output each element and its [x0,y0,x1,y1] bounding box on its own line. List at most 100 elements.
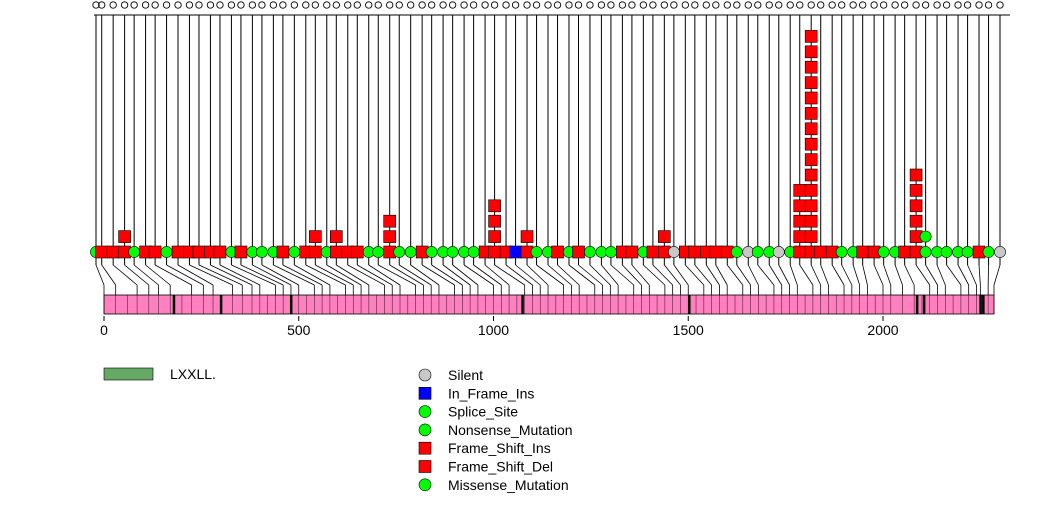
top-label-glyph [407,1,415,9]
track-connector [705,264,720,286]
track-connector [715,264,728,286]
track-connector [873,264,884,286]
top-label-glyph [302,1,310,9]
top-label-glyph [448,1,457,9]
track-connector [261,264,299,286]
mutation-marker-frame_shift_ins [383,214,397,228]
mutation-marker-frame_shift_ins [488,230,501,243]
mutation-marker-frame_shift_ins [909,214,923,228]
mutation-marker-frame_shift_del [551,245,564,259]
top-label-glyph [849,1,857,9]
track-connector [610,264,634,286]
top-label-glyph [258,1,266,9]
domain-mark-lxxll [521,295,524,314]
mutation-marker-missense_mutation [467,246,480,258]
mutation-marker-frame_shift_ins [330,245,343,259]
mutation-marker-frame_shift_ins [488,245,501,259]
top-label-glyph [574,1,583,9]
track-connector [904,264,915,286]
top-label-glyph [733,1,741,9]
top-label-glyph [162,1,171,9]
top-label-glyph [870,1,878,9]
top-label-glyph [418,1,426,9]
mutation-marker-frame_shift_del [234,245,248,259]
track-connector [95,264,105,286]
top-label-glyph [120,1,129,9]
legend-icon-silent [418,368,432,382]
top-label-glyph [921,1,930,9]
x-tick-label: 2000 [867,322,898,338]
domain-mark-lxxll [688,295,691,314]
top-label-glyph [365,1,373,9]
mutation-marker-frame_shift_ins [804,122,818,136]
top-label-glyph [395,1,403,9]
track-connector [273,264,315,286]
x-axis: 0 500 1000 1500 2000 [100,316,899,338]
track-connector [915,264,931,286]
mutation-marker-frame_shift_ins [804,153,818,166]
track-connector [473,264,502,286]
track-connector [831,264,845,286]
track-connector [326,264,362,286]
mutation-marker-silent [667,246,680,258]
track-connector [431,264,463,286]
top-label-glyph [586,1,594,9]
domain-mark-lxxll [979,295,982,314]
mutation-marker-missense_mutation [877,246,890,258]
mutation-marker-frame_shift_del [814,245,828,259]
top-label-glyph [206,1,215,9]
track-connector [198,264,243,286]
mutation-marker-frame_shift_ins [804,91,818,105]
top-label-glyph [628,1,636,9]
top-label-glyph [553,1,562,9]
track-connector [421,264,455,286]
track-connector [747,264,759,286]
x-tick-label: 500 [287,322,311,338]
track-connector [410,264,440,286]
track-connector [768,264,783,286]
track-connector [294,264,331,286]
top-label-glyph [597,1,606,9]
top-label-glyph [290,1,298,9]
top-label-glyph [185,1,194,9]
track-connector [536,264,564,286]
top-label-glyph [439,1,447,9]
mutation-marker-missense_mutation [982,246,995,258]
track-connector [133,264,159,286]
mutation-marker-frame_shift_ins [804,184,818,197]
domain-legend: LXXLL. [103,366,216,382]
track-connector [957,264,970,286]
top-label-glyph [279,1,287,9]
track-connector [664,264,681,286]
track-connector [946,264,962,286]
top-label-glyph [248,1,257,9]
top-label-glyph [460,1,468,9]
top-label-glyph [374,1,382,9]
legend-label-splice_site: Splice_Site [448,404,518,420]
top-label-glyph [649,1,657,9]
top-label-glyph [151,1,159,9]
top-label-glyph [963,1,972,9]
mutation-marker-frame_shift_ins [793,245,807,259]
top-label-glyph [817,1,825,9]
track-connector [210,264,253,286]
domain-mark-lxxll [915,295,919,314]
track-connector [240,264,284,286]
mutation-marker-frame_shift_ins [488,199,501,213]
mutation-marker-frame_shift_del [350,245,364,259]
x-tick-label: 0 [100,322,108,338]
track-connector [694,264,712,286]
mutation-marker-frame_shift_ins [804,60,818,74]
top-label-glyph [523,1,531,9]
mutation-marker-frame_shift_ins [383,230,397,243]
mutation-marker-frame_shift_del [709,245,723,259]
legend-label-missense_mutation: Missense_Mutation [448,477,569,493]
mutation-marker-frame_shift_ins [520,230,534,243]
top-label-glyph [544,1,552,9]
top-label-glyph [681,1,689,9]
track-connector [145,264,171,286]
lollipop-stems [95,15,1001,265]
track-connector [112,264,138,286]
mutation-marker-silent [994,246,1006,258]
top-label-glyph [712,1,720,9]
